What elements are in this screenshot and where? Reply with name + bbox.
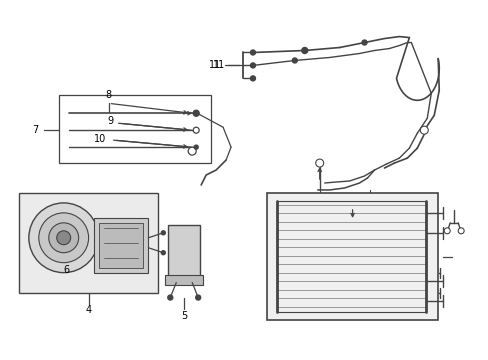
Text: 10: 10	[94, 134, 106, 144]
Circle shape	[29, 203, 99, 273]
Text: 1: 1	[456, 253, 462, 263]
Text: 2: 2	[458, 237, 465, 247]
Circle shape	[195, 295, 200, 300]
Text: 3: 3	[357, 208, 363, 218]
Bar	[433, 188, 488, 268]
Bar	[267, 193, 434, 320]
Text: 14: 14	[338, 198, 350, 208]
Circle shape	[194, 145, 198, 149]
Circle shape	[315, 159, 323, 167]
Bar	[168, 225, 200, 283]
Text: 2: 2	[465, 220, 471, 230]
Circle shape	[365, 161, 373, 169]
Text: 4: 4	[85, 306, 91, 315]
Circle shape	[306, 162, 312, 168]
Circle shape	[454, 236, 458, 240]
Bar	[266, 193, 437, 320]
Circle shape	[161, 231, 165, 235]
Circle shape	[252, 50, 257, 55]
Circle shape	[301, 48, 307, 54]
Bar	[93, 218, 148, 273]
Bar	[59, 95, 211, 163]
Text: 13: 13	[272, 80, 285, 90]
Text: 15: 15	[295, 173, 307, 183]
Text: 3: 3	[356, 198, 362, 208]
Text: 8: 8	[105, 90, 111, 100]
Text: 14: 14	[333, 210, 345, 220]
Circle shape	[57, 231, 71, 245]
Text: 13: 13	[275, 85, 287, 95]
Circle shape	[167, 295, 172, 300]
Circle shape	[161, 251, 165, 255]
Text: 5: 5	[181, 311, 187, 321]
Text: 11: 11	[208, 60, 221, 71]
Circle shape	[361, 40, 366, 45]
Circle shape	[304, 160, 314, 170]
Text: 6: 6	[63, 265, 70, 275]
Bar	[264, 195, 438, 323]
Circle shape	[438, 236, 442, 240]
Circle shape	[250, 63, 255, 68]
Circle shape	[316, 50, 322, 55]
Circle shape	[250, 76, 255, 81]
Circle shape	[337, 49, 341, 53]
Circle shape	[188, 147, 196, 155]
Bar	[99, 223, 143, 268]
Text: 11: 11	[212, 60, 224, 71]
Circle shape	[390, 60, 397, 67]
Circle shape	[252, 76, 257, 81]
Text: 12: 12	[275, 33, 287, 44]
Circle shape	[404, 58, 409, 63]
Bar	[19, 193, 158, 293]
Circle shape	[193, 127, 199, 133]
Text: 7: 7	[33, 125, 39, 135]
Circle shape	[457, 228, 463, 234]
Circle shape	[39, 213, 88, 263]
Text: 9: 9	[107, 116, 113, 126]
Circle shape	[292, 58, 297, 63]
Circle shape	[443, 228, 449, 234]
Text: 15: 15	[303, 187, 315, 197]
Circle shape	[49, 223, 79, 253]
Text: 12: 12	[272, 37, 285, 48]
Bar	[165, 275, 203, 285]
Circle shape	[193, 110, 199, 116]
Bar	[240, 31, 458, 205]
Circle shape	[252, 63, 257, 68]
Circle shape	[377, 45, 383, 50]
Circle shape	[250, 50, 255, 55]
Circle shape	[420, 126, 427, 134]
Text: 1: 1	[455, 252, 461, 262]
